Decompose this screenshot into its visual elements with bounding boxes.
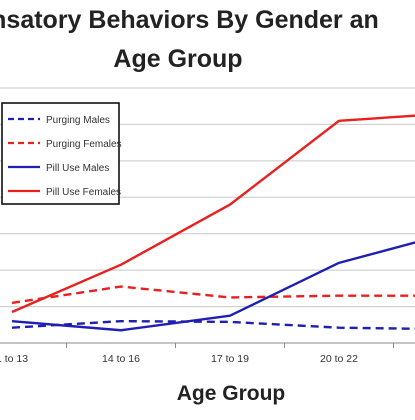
x-axis: 1 to 13 14 to 16 17 to 19 20 to 22	[0, 343, 415, 365]
legend-label: Purging Females	[46, 139, 122, 150]
series-line	[12, 287, 415, 303]
x-tick-label: 20 to 22	[320, 353, 358, 365]
chart-title-line-2: Age Group	[113, 45, 242, 73]
chart-title-line-1: ensatory Behaviors By Gender an	[0, 6, 379, 34]
legend-label: Pill Use Males	[46, 163, 109, 174]
legend: Purging Males Purging Females Pill Use Mal…	[2, 103, 122, 204]
x-tick-label: 14 to 16	[102, 353, 140, 365]
series-line	[12, 234, 415, 331]
x-tick-label: 1 to 13	[0, 353, 28, 365]
legend-label: Pill Use Females	[46, 187, 121, 198]
x-axis-label: Age Group	[177, 382, 286, 405]
x-tick-label: 17 to 19	[211, 353, 249, 365]
legend-label: Purging Males	[46, 115, 110, 126]
